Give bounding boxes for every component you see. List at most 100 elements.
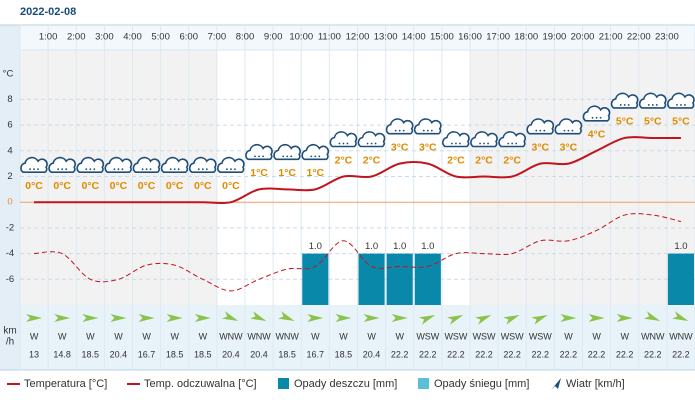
- wind-speed: 22.2: [447, 349, 465, 359]
- arrow-shape: [54, 314, 71, 322]
- snow-dot: [366, 142, 369, 145]
- arrow-shape: [138, 314, 155, 322]
- y-axis-label: °C: [3, 69, 14, 80]
- snow-dot: [65, 168, 68, 171]
- cloud: [132, 156, 161, 173]
- cloud: [385, 118, 414, 135]
- wind-speed: 16.7: [307, 349, 325, 359]
- snow-dot: [507, 142, 510, 145]
- wind-direction: W: [142, 331, 151, 341]
- weather-icon: [245, 144, 273, 161]
- temperature-label: 0°C: [82, 180, 100, 192]
- snow-dot: [282, 155, 285, 158]
- wind-arrow: [194, 314, 211, 322]
- precip-bar: [667, 253, 694, 305]
- wind-speed: 13: [29, 349, 39, 359]
- wind-direction: WNW: [275, 331, 299, 341]
- cloud: [273, 144, 301, 161]
- snow-dot: [451, 142, 453, 145]
- weather-icon: [498, 131, 526, 148]
- temperature-label: 0°C: [138, 180, 156, 192]
- cloud: [104, 156, 133, 173]
- cloud: [76, 156, 105, 173]
- snow-dot: [374, 142, 377, 145]
- snow-dot: [318, 155, 321, 158]
- snow-dot: [197, 168, 200, 171]
- snow-dot: [430, 129, 433, 132]
- hour-label: 5:00: [151, 32, 170, 43]
- snow-dot: [254, 155, 256, 158]
- temperature-label: 5°C: [616, 116, 634, 128]
- cloud: [638, 92, 667, 109]
- temperature-line: [34, 136, 681, 205]
- snow-dot: [346, 142, 349, 145]
- cloud: [582, 105, 611, 122]
- arrow-shape: [335, 314, 352, 322]
- cloud: [188, 156, 217, 173]
- temperature-label: 1°C: [307, 167, 325, 179]
- arrow-shape: [307, 314, 324, 322]
- wind-arrow: [26, 314, 43, 322]
- temperature-label: 0°C: [110, 180, 128, 192]
- snow-dot: [511, 142, 514, 145]
- snow-dot: [535, 129, 538, 132]
- arrow-shape: [391, 314, 408, 322]
- y-tick-label: -4: [6, 248, 14, 259]
- wind-direction: W: [592, 331, 601, 341]
- snow-dot: [262, 155, 264, 158]
- snow-dot: [655, 104, 658, 106]
- feels-like-line: [34, 213, 682, 292]
- snow-dot: [117, 168, 120, 171]
- snow-dot: [310, 155, 313, 158]
- snow-dot: [173, 168, 176, 171]
- wind-direction: WNW: [219, 331, 243, 341]
- weather-icon: [273, 144, 301, 161]
- temperature-label: 0°C: [53, 180, 71, 192]
- snow-dot: [483, 142, 485, 145]
- wind-speed: 18.5: [278, 349, 296, 359]
- legend-label: Temp. odczuwalna [°C]: [144, 378, 257, 390]
- temperature-label: 5°C: [644, 116, 662, 128]
- legend-swatch: [418, 378, 429, 389]
- temperature-label: 3°C: [532, 141, 550, 153]
- wind-direction: W: [564, 331, 573, 341]
- temperature-label: 5°C: [672, 116, 690, 128]
- snow-dot: [29, 168, 31, 171]
- wind-unit: /h: [6, 337, 14, 348]
- wind-speed: 20.4: [363, 349, 381, 359]
- weather-icon: [582, 105, 611, 122]
- hour-label: 14:00: [402, 32, 426, 43]
- temperature-label: 3°C: [391, 141, 409, 153]
- snow-dot: [85, 168, 88, 171]
- arrow-shape: [363, 314, 380, 322]
- bar-value-label: 1.0: [421, 241, 434, 252]
- snow-dot: [487, 142, 489, 145]
- legend-swatch: [278, 378, 289, 389]
- snow-dot: [422, 129, 425, 132]
- snow-dot: [177, 168, 180, 171]
- temperature-label: 0°C: [194, 180, 212, 192]
- temperature-label: 2°C: [363, 154, 381, 166]
- cloud: [301, 144, 330, 161]
- hour-label: 8:00: [236, 32, 255, 43]
- snow-dot: [338, 142, 341, 145]
- wind-speed: 22.2: [503, 349, 521, 359]
- snow-dot: [149, 168, 152, 171]
- night-shade: [20, 50, 217, 305]
- wind-direction: W: [311, 331, 320, 341]
- weather-icon: [413, 118, 442, 135]
- bar-value-label: 1.0: [393, 241, 406, 252]
- wind-speed: 16.7: [138, 349, 156, 359]
- wind-speed: 20.4: [110, 349, 128, 359]
- hour-label: 17:00: [486, 32, 510, 43]
- cloud: [610, 92, 639, 109]
- wind-speed: 14.8: [53, 349, 71, 359]
- precip-bar: [302, 253, 329, 305]
- weather-icon: [442, 131, 470, 148]
- weather-icon: [301, 144, 330, 161]
- legend-label: Opady deszczu [mm]: [294, 378, 397, 390]
- snow-dot: [599, 116, 602, 119]
- snow-dot: [370, 142, 373, 145]
- wind-arrow: [307, 314, 324, 322]
- hour-label: 16:00: [458, 32, 482, 43]
